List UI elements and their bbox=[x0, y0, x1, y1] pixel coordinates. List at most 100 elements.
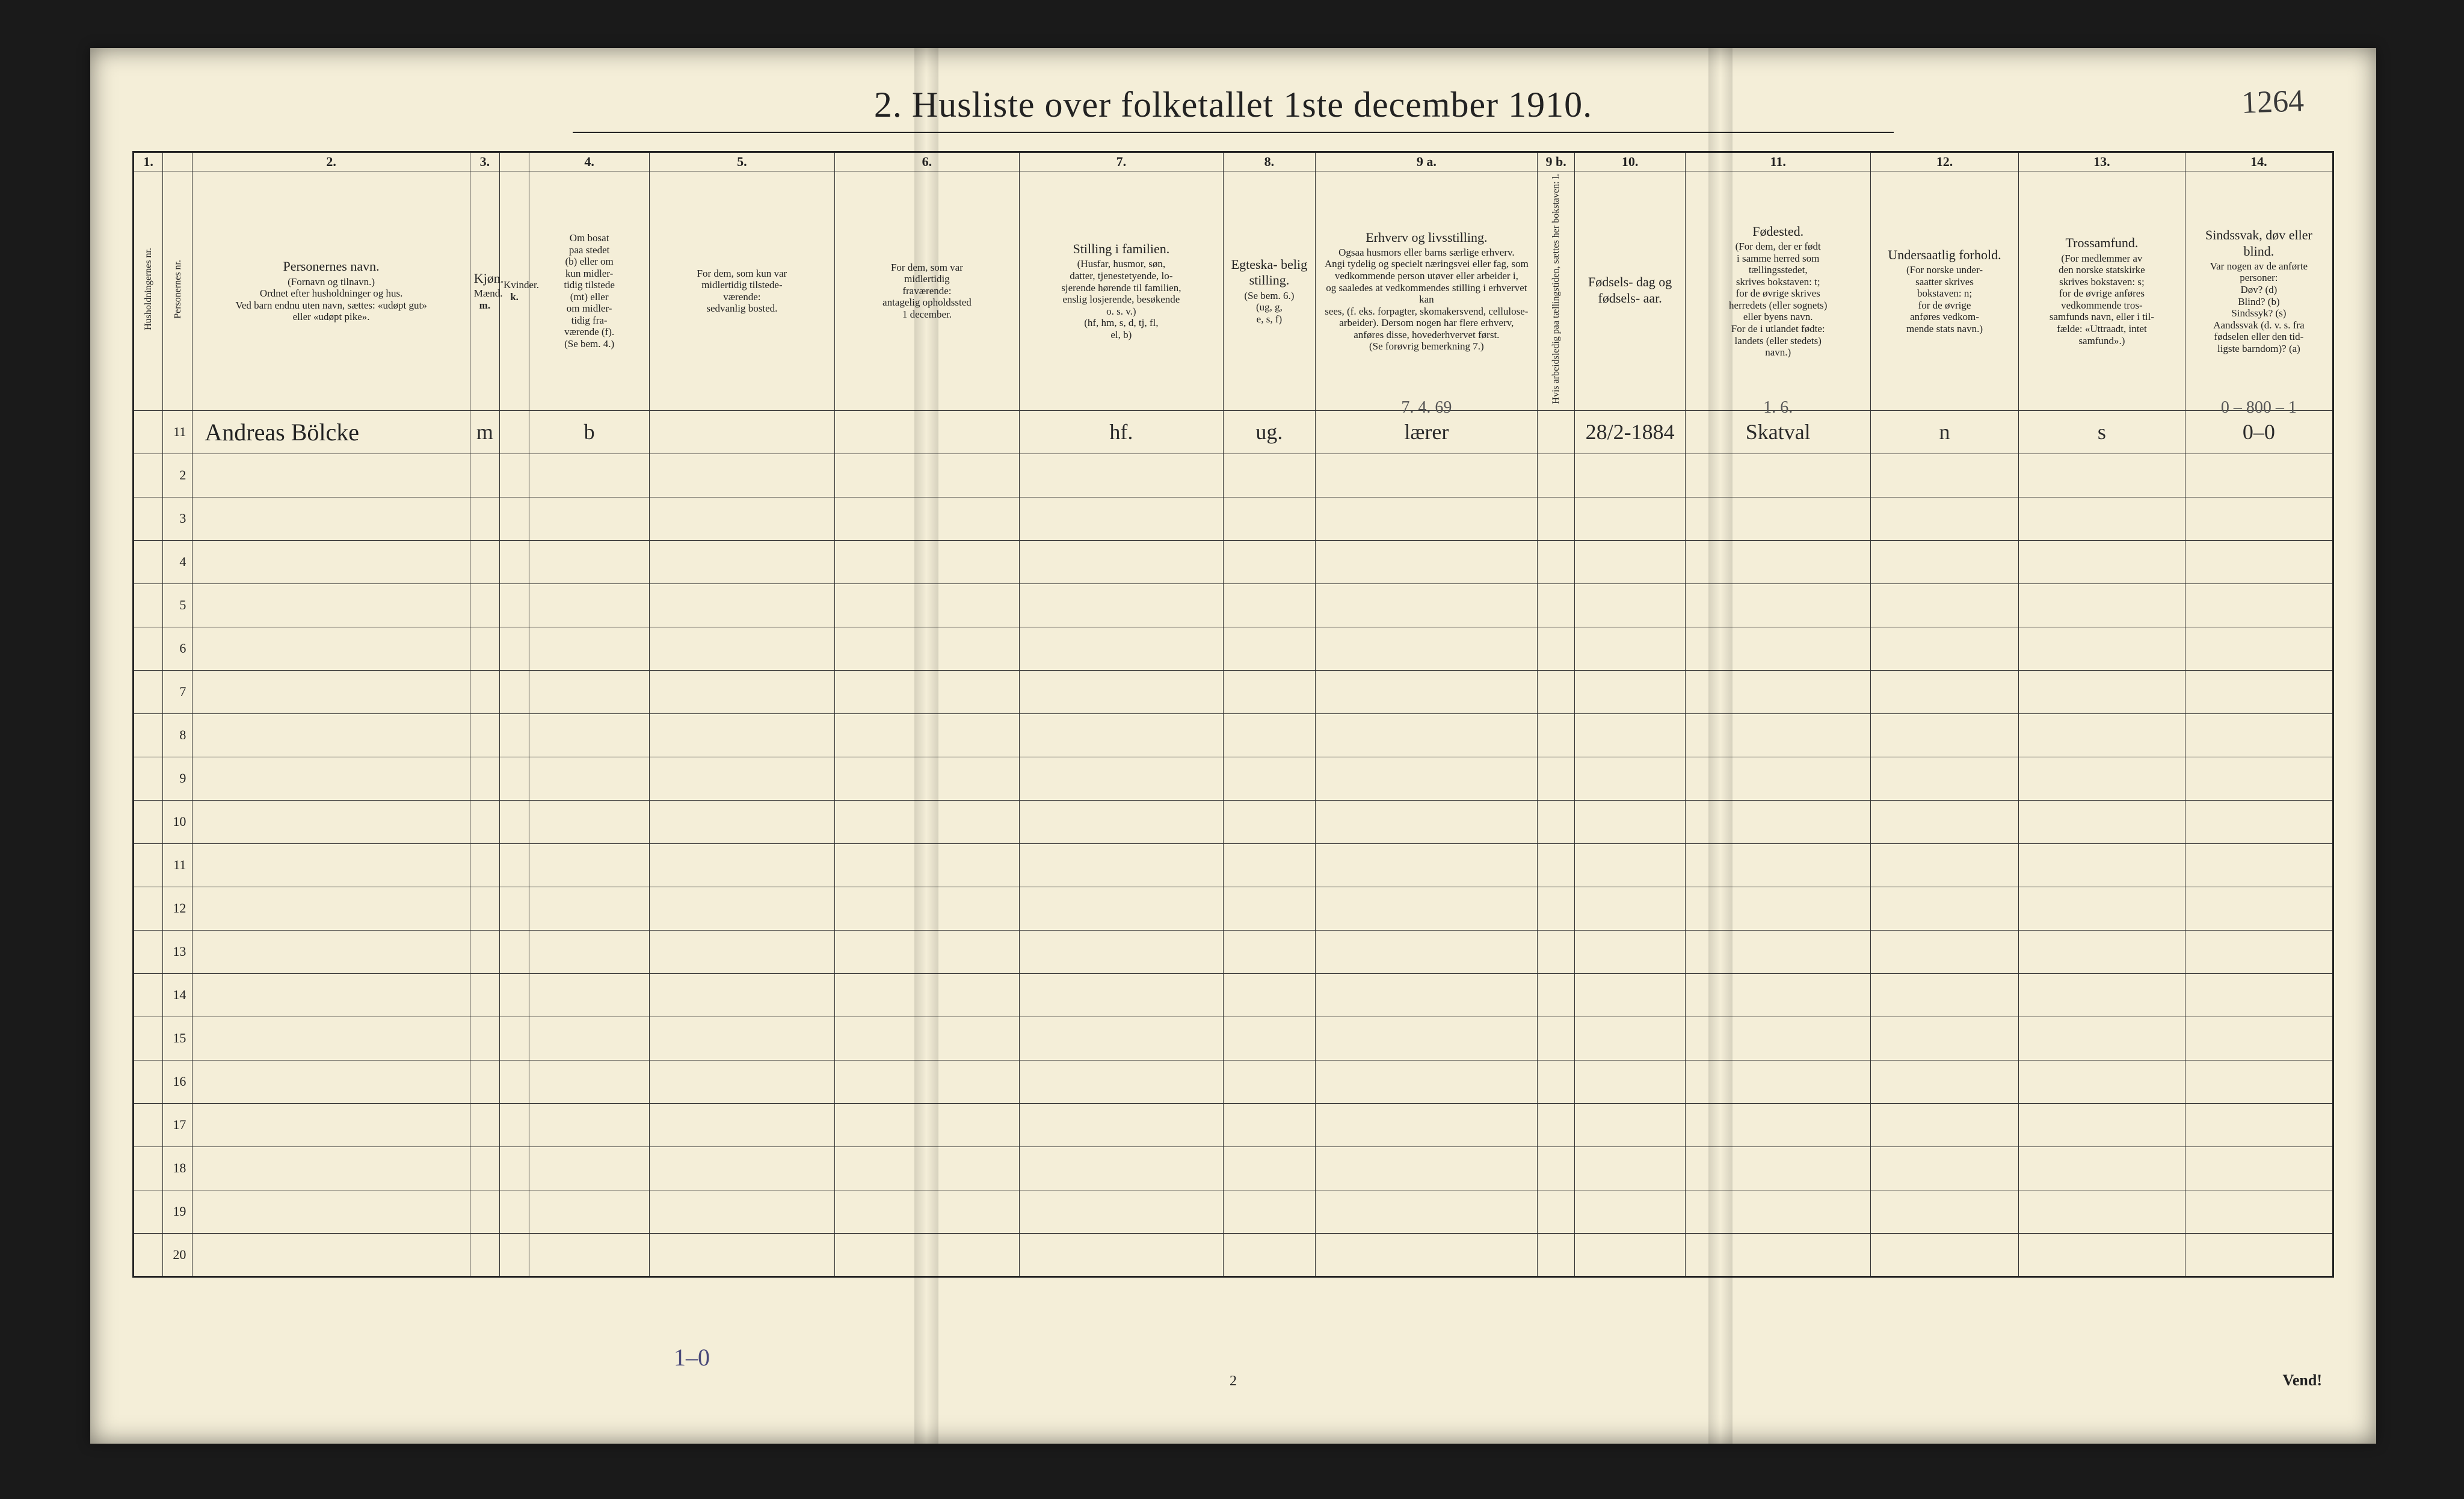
column-number: 9 b. bbox=[1538, 152, 1575, 171]
table-row: 12 bbox=[134, 887, 2333, 931]
table-cell: 5 bbox=[163, 584, 192, 627]
table-cell: 4 bbox=[163, 541, 192, 584]
table-cell bbox=[529, 541, 650, 584]
table-row: 14 bbox=[134, 974, 2333, 1017]
column-number: 5. bbox=[650, 152, 835, 171]
column-header: For dem, som varmidlertidigfraværende:an… bbox=[834, 171, 1020, 411]
table-row: 16 bbox=[134, 1060, 2333, 1104]
table-cell bbox=[2185, 887, 2333, 931]
table-cell bbox=[470, 671, 499, 714]
table-cell bbox=[1538, 757, 1575, 801]
table-cell bbox=[1574, 1104, 1686, 1147]
table-cell bbox=[192, 1190, 470, 1234]
table-cell bbox=[2019, 1104, 2185, 1147]
table-cell bbox=[529, 1234, 650, 1277]
table-cell bbox=[1870, 1190, 2018, 1234]
column-header: Om bosatpaa stedet(b) eller omkun midler… bbox=[529, 171, 650, 411]
table-cell bbox=[1020, 671, 1223, 714]
table-cell bbox=[2185, 844, 2333, 887]
table-cell bbox=[192, 757, 470, 801]
table-cell bbox=[529, 757, 650, 801]
table-cell: 3 bbox=[163, 497, 192, 541]
table-cell bbox=[1020, 931, 1223, 974]
table-cell bbox=[1020, 714, 1223, 757]
table-cell bbox=[1686, 627, 1871, 671]
table-cell bbox=[529, 497, 650, 541]
table-cell bbox=[1686, 454, 1871, 497]
table-cell bbox=[2019, 541, 2185, 584]
table-cell bbox=[650, 584, 835, 627]
table-cell: 28/2-1884 bbox=[1574, 411, 1686, 454]
census-table: 1.2.3.4.5.6.7.8.9 a.9 b.10.11.12.13.14. … bbox=[132, 151, 2334, 1278]
table-cell: 13 bbox=[163, 931, 192, 974]
table-cell bbox=[1538, 497, 1575, 541]
table-cell bbox=[1316, 844, 1538, 887]
table-cell bbox=[2185, 1147, 2333, 1190]
table-cell bbox=[2185, 1060, 2333, 1104]
table-cell bbox=[650, 541, 835, 584]
table-cell bbox=[650, 714, 835, 757]
table-cell bbox=[470, 541, 499, 584]
table-cell bbox=[529, 887, 650, 931]
table-cell: 16 bbox=[163, 1060, 192, 1104]
table-row: 15 bbox=[134, 1017, 2333, 1060]
table-cell bbox=[1686, 1017, 1871, 1060]
table-cell bbox=[1870, 671, 2018, 714]
table-cell bbox=[1574, 671, 1686, 714]
table-cell bbox=[1020, 454, 1223, 497]
table-row: 11Andreas Bölckembhf.ug.7. 4. 69lærer28/… bbox=[134, 411, 2333, 454]
table-cell bbox=[834, 757, 1020, 801]
table-cell bbox=[499, 844, 529, 887]
table-cell bbox=[134, 411, 163, 454]
table-cell bbox=[834, 454, 1020, 497]
table-cell bbox=[834, 1060, 1020, 1104]
table-cell bbox=[1574, 541, 1686, 584]
table-cell bbox=[1538, 1060, 1575, 1104]
footer-tally: 1–0 bbox=[674, 1343, 710, 1371]
table-row: 4 bbox=[134, 541, 2333, 584]
table-cell bbox=[192, 497, 470, 541]
table-cell bbox=[650, 454, 835, 497]
table-cell bbox=[529, 974, 650, 1017]
table-cell bbox=[2019, 1190, 2185, 1234]
column-header: Trossamfund.(For medlemmer avden norske … bbox=[2019, 171, 2185, 411]
handwritten-page-number: 1264 bbox=[2241, 83, 2305, 121]
table-cell bbox=[2185, 627, 2333, 671]
table-cell bbox=[2185, 1234, 2333, 1277]
table-cell: 12 bbox=[163, 887, 192, 931]
table-cell bbox=[2019, 454, 2185, 497]
table-cell bbox=[1020, 1147, 1223, 1190]
table-cell bbox=[1686, 887, 1871, 931]
table-cell: 18 bbox=[163, 1147, 192, 1190]
table-cell bbox=[834, 887, 1020, 931]
table-cell bbox=[1020, 1104, 1223, 1147]
table-cell bbox=[1538, 1190, 1575, 1234]
column-number: 6. bbox=[834, 152, 1020, 171]
table-body: 11Andreas Bölckembhf.ug.7. 4. 69lærer28/… bbox=[134, 411, 2333, 1277]
table-cell bbox=[529, 1017, 650, 1060]
column-number: 4. bbox=[529, 152, 650, 171]
table-cell bbox=[650, 1234, 835, 1277]
table-cell bbox=[1223, 1190, 1316, 1234]
table-cell bbox=[1316, 671, 1538, 714]
table-cell bbox=[1870, 1147, 2018, 1190]
table-cell bbox=[192, 1234, 470, 1277]
table-cell: 7. 4. 69lærer bbox=[1316, 411, 1538, 454]
table-cell bbox=[134, 1104, 163, 1147]
table-cell bbox=[1316, 584, 1538, 627]
column-number: 10. bbox=[1574, 152, 1686, 171]
table-cell bbox=[1020, 627, 1223, 671]
column-header: Husholdningernes nr. bbox=[134, 171, 163, 411]
table-cell: 0 – 800 – 10–0 bbox=[2185, 411, 2333, 454]
table-cell: 19 bbox=[163, 1190, 192, 1234]
table-cell bbox=[499, 584, 529, 627]
table-cell bbox=[134, 454, 163, 497]
table-cell bbox=[134, 714, 163, 757]
table-cell bbox=[650, 1104, 835, 1147]
table-cell bbox=[1870, 1104, 2018, 1147]
turn-page-label: Vend! bbox=[2282, 1371, 2322, 1390]
table-cell bbox=[1870, 584, 2018, 627]
table-cell bbox=[1020, 1234, 1223, 1277]
table-cell bbox=[499, 1104, 529, 1147]
bottom-page-number: 2 bbox=[1230, 1373, 1237, 1390]
